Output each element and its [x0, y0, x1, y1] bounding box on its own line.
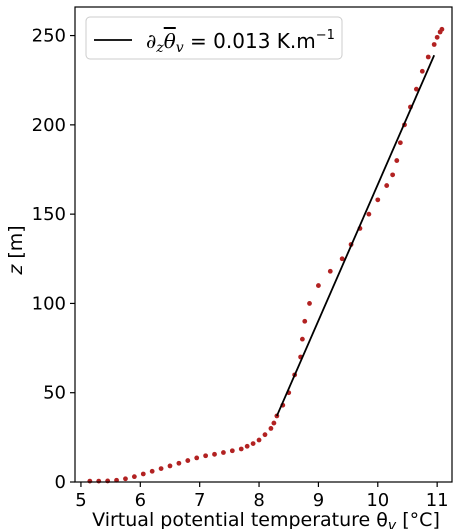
data-point	[419, 68, 425, 74]
data-point	[268, 426, 274, 431]
data-point	[307, 301, 312, 306]
data-point	[431, 42, 437, 47]
data-point	[185, 458, 191, 463]
data-point	[140, 471, 146, 477]
data-point	[339, 256, 345, 262]
y-axis-var: z	[5, 264, 27, 276]
legend-label: ∂zθv = 0.013 K.m−1	[146, 28, 335, 56]
data-point	[327, 268, 333, 274]
legend-sub2: v	[176, 40, 184, 56]
data-point	[149, 468, 155, 474]
plot-area	[87, 26, 445, 484]
data-point	[434, 34, 440, 40]
data-point	[384, 183, 390, 188]
data-point	[123, 476, 128, 482]
legend-prefix: ∂	[146, 29, 156, 53]
data-point	[299, 336, 305, 342]
data-point	[221, 450, 226, 455]
x-tick-label: 7	[194, 490, 205, 511]
data-point	[167, 463, 173, 469]
data-point	[87, 478, 93, 484]
data-point	[238, 446, 244, 452]
data-point	[439, 26, 445, 32]
x-axis-main: Virtual potential temperature θ	[92, 509, 388, 529]
x-axis-sub: v	[388, 518, 397, 529]
x-tick-label: 10	[366, 490, 389, 511]
y-axis-label: z [m]	[5, 225, 27, 275]
legend: ∂zθv = 0.013 K.m−1	[85, 16, 343, 60]
axes-frame	[74, 6, 453, 483]
data-point	[250, 441, 256, 447]
data-point	[176, 460, 182, 466]
data-point	[262, 432, 268, 438]
x-axis-unit: [°C]	[396, 509, 440, 529]
data-point	[397, 140, 403, 146]
legend-var: θ	[164, 29, 176, 53]
data-point	[256, 437, 262, 443]
axes: 5 6 7 8 9 10 11 0 50 100 150 200 250	[32, 6, 453, 511]
data-point	[271, 420, 277, 426]
x-axis-label: Virtual potential temperature θv [°C]	[92, 509, 440, 529]
data-point	[366, 211, 372, 217]
data-point	[212, 451, 217, 457]
y-tick-label: 100	[32, 293, 66, 314]
data-point	[413, 86, 419, 92]
legend-sup: −1	[316, 28, 335, 43]
data-point	[105, 478, 111, 484]
data-point	[194, 455, 200, 461]
data-point	[158, 466, 164, 472]
legend-sub1: z	[155, 40, 164, 56]
y-axis-unit: [m]	[5, 225, 27, 264]
legend-box	[85, 16, 343, 60]
fit-line	[276, 54, 436, 417]
y-tick-label: 50	[43, 383, 66, 404]
x-tick-label: 5	[75, 490, 86, 511]
data-point	[131, 474, 137, 480]
y-tick-label: 250	[32, 26, 66, 47]
data-point	[316, 283, 321, 288]
x-tick-label: 8	[253, 490, 264, 511]
data-point	[229, 448, 235, 454]
x-tick-label: 11	[426, 490, 449, 511]
y-tick-label: 0	[55, 472, 66, 493]
data-point	[203, 453, 209, 459]
legend-text: = 0.013 K.m	[184, 29, 316, 53]
data-point	[425, 54, 431, 60]
x-tick-label: 9	[313, 490, 324, 511]
x-tick-label: 6	[135, 490, 146, 511]
data-point	[375, 197, 381, 203]
data-point	[244, 443, 250, 449]
data-point	[302, 318, 308, 324]
y-tick-label: 150	[32, 204, 66, 225]
data-point	[394, 158, 400, 163]
data-point	[96, 478, 102, 484]
data-point	[390, 172, 396, 178]
y-tick-label: 200	[32, 115, 66, 136]
